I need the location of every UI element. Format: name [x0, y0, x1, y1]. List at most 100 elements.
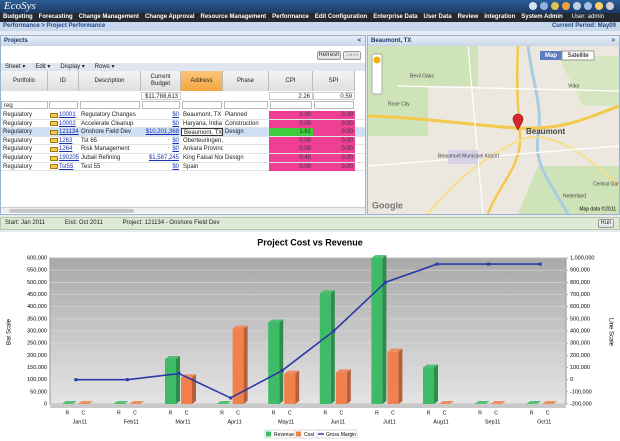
- project-id[interactable]: 1264: [59, 146, 73, 153]
- bar-side: [382, 255, 387, 404]
- logo: EcoSys: [4, 0, 36, 12]
- menu-item[interactable]: Forecasting: [38, 14, 73, 20]
- spi: 0.00: [313, 128, 355, 137]
- breadcrumb[interactable]: Performance > Project Performance: [3, 23, 106, 29]
- menu-item[interactable]: System Admin: [521, 14, 563, 20]
- bar: [371, 258, 383, 404]
- menu-item[interactable]: Enterprise Data: [373, 14, 418, 20]
- bar-side: [295, 370, 300, 404]
- projects-panel: Projects< Refresh Save Sheet Edit Display R…: [0, 35, 366, 215]
- column-header[interactable]: Address: [181, 71, 223, 91]
- project-id[interactable]: 1263: [59, 137, 73, 144]
- menu-item[interactable]: Review: [457, 14, 479, 20]
- bar-top: [526, 401, 542, 404]
- x-tick-label: May11: [278, 419, 294, 425]
- budget[interactable]: $0: [172, 112, 179, 118]
- x-tick-label: Jul11: [383, 419, 396, 425]
- map-label: Central Gardens: [593, 181, 619, 187]
- bar: [181, 377, 192, 404]
- sheet-menu-item[interactable]: Rows: [95, 64, 115, 70]
- x-tick-label: Sep11: [485, 419, 501, 425]
- project-id[interactable]: 10002: [59, 120, 76, 127]
- total-cell: 0.59: [313, 92, 355, 100]
- column-header[interactable]: Current Budget: [141, 71, 181, 91]
- project-id[interactable]: 190205: [59, 155, 79, 161]
- filter-input[interactable]: [224, 101, 268, 109]
- description: Accelerate Cleanup: [81, 120, 134, 127]
- menu-item[interactable]: Budgeting: [3, 14, 33, 20]
- column-header[interactable]: ID: [48, 71, 79, 91]
- satellite-button[interactable]: [561, 50, 595, 61]
- map[interactable]: Bevil Oaks Rose City Vidor Beaumont Beaumont…: [368, 46, 619, 214]
- budget[interactable]: $0: [172, 146, 179, 153]
- budget[interactable]: $0: [172, 120, 179, 127]
- column-header[interactable]: CPI: [269, 71, 313, 91]
- filter-input[interactable]: [314, 101, 354, 109]
- cpi: 0.45: [269, 154, 313, 162]
- legend-label: Gross Margin: [326, 432, 356, 438]
- project-id[interactable]: 121134: [59, 129, 79, 136]
- bar-label: R: [375, 410, 379, 416]
- scrollbar[interactable]: [1, 207, 365, 213]
- bar: [284, 373, 296, 404]
- budget[interactable]: $0: [172, 137, 179, 144]
- satellite-button-label: Satellite: [567, 53, 589, 59]
- filter-input[interactable]: reg: [1, 101, 48, 109]
- line-marker: [74, 378, 78, 382]
- map-attribution: Map data ©2011: [579, 205, 616, 212]
- menu-item[interactable]: Edit Configuration: [314, 14, 368, 20]
- menu-item[interactable]: Resource Management: [200, 14, 267, 20]
- filter-input[interactable]: [270, 101, 312, 109]
- menu-item[interactable]: Performance: [272, 14, 309, 20]
- bar-label: R: [65, 410, 69, 416]
- filter-input[interactable]: [49, 101, 78, 109]
- bar: [165, 358, 176, 404]
- y-tick-label: 150,000: [27, 365, 47, 371]
- refresh-button[interactable]: Refresh: [317, 51, 341, 60]
- y2-tick-label: 600,000: [570, 304, 590, 310]
- menu-item[interactable]: User Data: [423, 14, 452, 20]
- column-header[interactable]: Portfolio: [1, 71, 48, 91]
- spi: 0.00: [313, 111, 355, 119]
- x-tick-label: Aug11: [433, 419, 449, 425]
- spi: 0.00: [313, 145, 355, 154]
- filter-input[interactable]: [80, 101, 140, 109]
- folder-icon: [50, 155, 58, 161]
- line-marker: [177, 372, 181, 376]
- project-id[interactable]: Tst55: [59, 163, 74, 170]
- y-tick-label: 550,000: [27, 268, 47, 274]
- map-button[interactable]: [540, 51, 562, 60]
- bar-side: [434, 364, 438, 404]
- x-tick-label: Mar11: [175, 419, 190, 425]
- portfolio: Regulatory: [3, 129, 33, 136]
- sheet-menu-item[interactable]: Edit: [35, 64, 50, 70]
- menu-item[interactable]: Change Approval: [145, 14, 195, 20]
- description: Onshore Field Dev: [81, 129, 132, 136]
- budget[interactable]: $1,587,245: [148, 155, 179, 161]
- column-header[interactable]: Phase: [223, 71, 269, 91]
- menu-item[interactable]: Integration: [484, 14, 516, 20]
- zoom-control[interactable]: [371, 53, 383, 95]
- bar: [268, 322, 280, 404]
- filter-input[interactable]: [182, 101, 222, 109]
- sheet-menu-item[interactable]: Sheet: [5, 64, 25, 70]
- column-header[interactable]: SPI: [313, 71, 355, 91]
- budget[interactable]: $0: [172, 163, 179, 170]
- table-row: [1, 162, 365, 172]
- bar-label: R: [478, 410, 482, 416]
- map-pin[interactable]: [512, 113, 524, 131]
- bar-side: [330, 290, 335, 404]
- bar-label: R: [117, 410, 121, 416]
- project-id[interactable]: 10001: [59, 112, 76, 118]
- budget[interactable]: $10,201,368: [145, 129, 179, 136]
- bar-label: R: [169, 410, 173, 416]
- map-panel: Beaumont, TX > Bevil Oaks Rose City Vidor Be…: [367, 35, 620, 215]
- column-header[interactable]: Description: [79, 71, 141, 91]
- filter-input[interactable]: [142, 101, 180, 109]
- run-button[interactable]: Run: [598, 219, 614, 228]
- bar-label: R: [272, 410, 276, 416]
- menu-item[interactable]: Change Management: [78, 14, 140, 20]
- save-button[interactable]: Save: [343, 51, 361, 60]
- y-tick-label: 400,000: [27, 304, 47, 310]
- sheet-menu-item[interactable]: Display: [60, 64, 84, 70]
